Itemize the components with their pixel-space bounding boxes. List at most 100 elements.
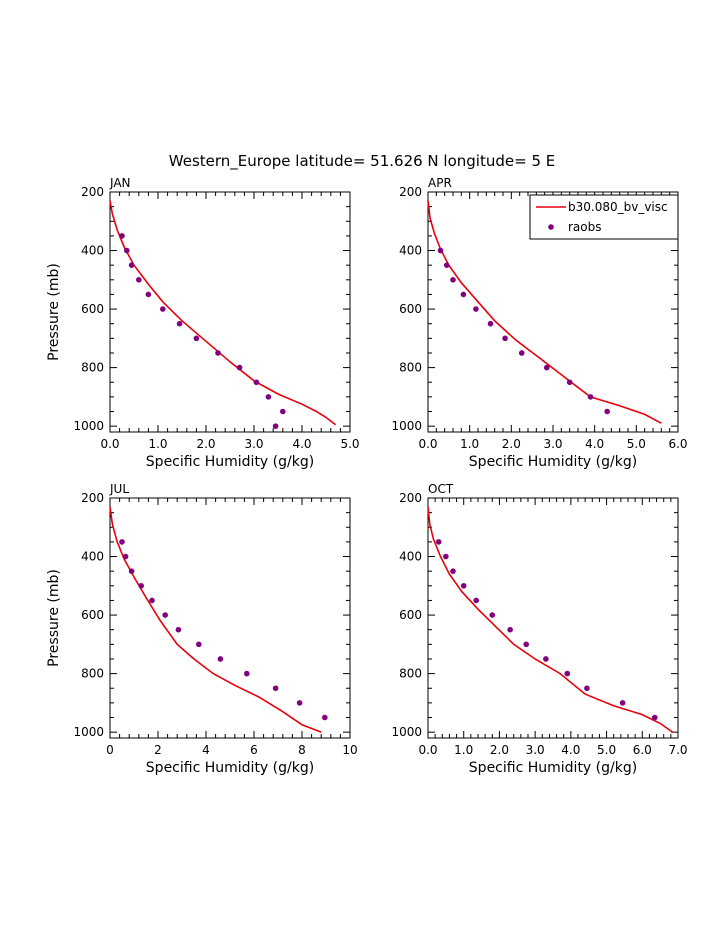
raobs-point [145, 291, 152, 298]
y-tick-label: 1000 [73, 419, 104, 433]
x-tick-label: 4.0 [292, 437, 311, 451]
x-tick-label: 2.0 [502, 437, 521, 451]
x-tick-label: 3.0 [244, 437, 263, 451]
raobs-point [217, 656, 224, 662]
plot-frame-jan [109, 191, 351, 433]
y-tick-label: 1000 [391, 419, 422, 433]
raobs-point [566, 379, 573, 386]
y-tick-label: 200 [81, 491, 104, 505]
x-tick-label: 6 [250, 743, 258, 757]
x-tick-label: 5.0 [597, 743, 616, 757]
y-tick-label: 600 [399, 302, 422, 316]
y-tick-label: 600 [81, 302, 104, 316]
raobs-point [296, 700, 303, 706]
x-tick-label: 0.0 [100, 437, 119, 451]
x-tick-label: 2 [154, 743, 162, 757]
x-tick-label: 4 [202, 743, 210, 757]
x-tick-label: 3.0 [543, 437, 562, 451]
legend-box [529, 194, 679, 240]
y-tick-label: 600 [81, 608, 104, 622]
raobs-point [215, 350, 221, 356]
raobs-point [128, 262, 135, 268]
x-tick-label: 6.0 [633, 743, 652, 757]
raobs-point [543, 656, 549, 662]
raobs-point [473, 597, 480, 604]
raobs-point [435, 539, 442, 545]
raobs-point [160, 306, 166, 312]
x-axis-label: Specific Humidity (g/kg) [469, 454, 637, 470]
raobs-point [460, 291, 467, 298]
legend: b30.080_bv_visc raobs [529, 194, 679, 240]
y-tick-label: 200 [81, 185, 104, 199]
y-tick-label: 400 [399, 244, 422, 258]
y-tick-label: 400 [81, 244, 104, 258]
raobs-point [322, 714, 328, 721]
x-tick-label: 1.0 [148, 437, 167, 451]
raobs-point [502, 335, 508, 342]
raobs-point [473, 306, 479, 312]
y-axis-label: Pressure (mb) [46, 569, 62, 667]
legend-obs-marker [548, 224, 554, 230]
raobs-point [443, 262, 450, 268]
raobs-point [253, 379, 260, 386]
x-tick-label: 10 [342, 743, 357, 757]
raobs-point [450, 568, 456, 574]
y-tick-label: 800 [399, 361, 422, 375]
raobs-point [543, 364, 550, 371]
raobs-point [489, 612, 496, 618]
raobs-point [523, 641, 530, 648]
raobs-point [138, 583, 144, 589]
panel-month-label: APR [428, 176, 452, 190]
raobs-point [487, 320, 494, 327]
raobs-point [460, 583, 467, 589]
x-tick-label: 6.0 [668, 437, 687, 451]
x-tick-label: 8 [298, 743, 306, 757]
raobs-point [196, 641, 202, 648]
x-axis-label: Specific Humidity (g/kg) [469, 760, 637, 776]
x-tick-label: 0.0 [418, 437, 437, 451]
y-tick-label: 1000 [73, 725, 104, 739]
y-axis-label: Pressure (mb) [46, 263, 62, 361]
raobs-point [122, 553, 129, 560]
raobs-point [437, 247, 444, 254]
raobs-point [162, 612, 168, 618]
x-tick-label: 1.0 [460, 437, 479, 451]
x-axis-label: Specific Humidity (g/kg) [146, 760, 314, 776]
plot-frame-oct [427, 497, 679, 739]
panel-month-label: OCT [428, 482, 454, 496]
y-tick-label: 200 [399, 185, 422, 199]
raobs-point [584, 685, 590, 692]
y-tick-label: 400 [81, 550, 104, 564]
y-tick-label: 800 [81, 667, 104, 681]
raobs-point [651, 714, 658, 721]
y-tick-label: 1000 [391, 725, 422, 739]
legend-obs-label: raobs [568, 220, 602, 234]
model-line-jan [109, 200, 337, 426]
raobs-point [619, 700, 626, 706]
x-tick-label: 2.0 [490, 743, 509, 757]
panel-oct: 200 400 600 800 1000 0.0 1.0 2.0 3.0 4.0 5.0 6.0 7.0… [391, 482, 687, 776]
raobs-point [272, 423, 279, 429]
x-tick-label: 0 [106, 743, 114, 757]
raobs-point [124, 247, 130, 254]
y-tick-label: 800 [399, 667, 422, 681]
raobs-point [136, 277, 142, 283]
y-tick-label: 600 [399, 608, 422, 622]
x-tick-label: 5.0 [340, 437, 359, 451]
figure-title: Western_Europe latitude= 51.626 N longit… [169, 152, 555, 171]
raobs-point [604, 408, 610, 415]
legend-model-label: b30.080_bv_visc [568, 200, 668, 214]
raobs-point [450, 277, 456, 283]
x-tick-label: 0.0 [418, 743, 437, 757]
raobs-point [128, 568, 135, 574]
raobs-point [265, 394, 272, 400]
raobs-point [149, 597, 155, 604]
panel-month-label: JUL [109, 482, 129, 496]
raobs-point [272, 685, 279, 692]
raobs-point [176, 320, 183, 327]
raobs-point [119, 539, 125, 545]
model-line-oct [427, 506, 674, 733]
panel-month-label: JAN [109, 176, 131, 190]
